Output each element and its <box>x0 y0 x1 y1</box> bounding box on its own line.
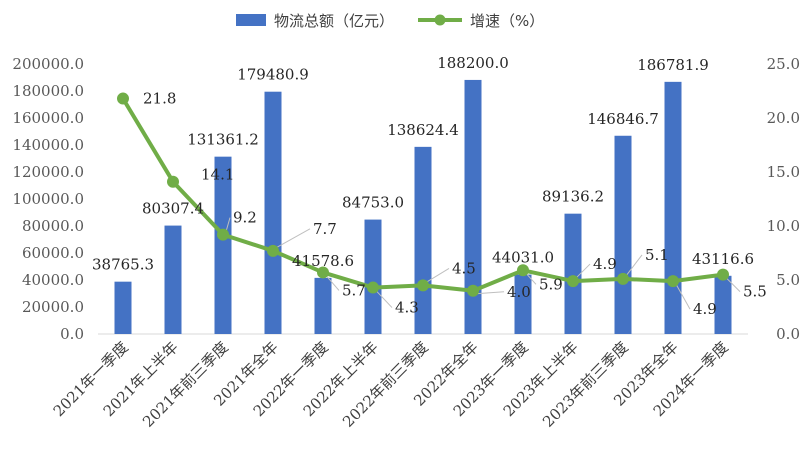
leader-line <box>325 275 340 291</box>
bar-value-label: 179480.9 <box>237 66 309 84</box>
y-left-tick-label: 0.0 <box>60 325 84 343</box>
bar <box>164 225 182 334</box>
y-left-tick-label: 200000.0 <box>12 55 84 73</box>
bar <box>314 277 332 334</box>
x-category-label: 2022年前三季度 <box>339 338 432 431</box>
growth-value-label: 4.9 <box>693 300 717 318</box>
growth-marker <box>167 175 179 188</box>
bar <box>614 135 632 334</box>
growth-marker <box>717 268 729 281</box>
leader-line <box>725 277 741 292</box>
y-right-tick-label: 10.0 <box>767 217 800 235</box>
bar-value-label: 80307.4 <box>142 200 204 218</box>
bar-value-label: 188200.0 <box>437 54 509 72</box>
legend-line-label: 增速（%） <box>470 12 544 30</box>
bar <box>364 219 382 334</box>
leader-line <box>225 217 231 232</box>
bar-data-labels: 38765.3 80307.4 131361.2 179480.9 41578.6 847… <box>92 54 754 274</box>
y-left-tick-label: 60000.0 <box>22 244 84 262</box>
growth-value-label: 4.9 <box>593 255 617 273</box>
y-right-tick-label: 20.0 <box>767 109 800 127</box>
growth-marker <box>417 279 429 292</box>
y-left-tick-label: 100000.0 <box>12 190 84 208</box>
growth-value-label: 4.5 <box>452 259 476 277</box>
leader-line <box>375 290 393 308</box>
y-left-tick-label: 20000.0 <box>22 298 84 316</box>
bar-value-label: 186781.9 <box>637 56 709 74</box>
bar <box>214 156 232 334</box>
growth-marker <box>467 284 479 297</box>
growth-marker <box>667 275 679 288</box>
x-axis-labels: 2021年一季度2021年上半年2021年前三季度2021年全年2022年一季度… <box>50 338 732 431</box>
growth-marker <box>367 281 379 294</box>
growth-value-label: 14.1 <box>201 166 234 184</box>
growth-value-label: 5.9 <box>539 275 563 293</box>
bar <box>664 81 682 334</box>
leader-line <box>425 267 450 283</box>
bar-value-label: 84753.0 <box>342 194 404 212</box>
legend-bar-label: 物流总额（亿元） <box>274 12 394 30</box>
x-category-label: 2023年前三季度 <box>539 338 632 431</box>
growth-value-label: 4.3 <box>395 299 419 317</box>
y-right-tick-label: 5.0 <box>776 271 800 289</box>
leader-line <box>525 272 537 285</box>
bar-value-label: 38765.3 <box>92 256 154 274</box>
legend: 物流总额（亿元） 增速（%） <box>236 12 544 30</box>
bar-value-label: 131361.2 <box>187 131 259 149</box>
y-left-tick-label: 40000.0 <box>22 271 84 289</box>
bar-value-label: 43116.6 <box>692 250 754 268</box>
bar <box>714 275 732 334</box>
growth-value-label: 5.7 <box>342 281 366 299</box>
right-axis: 0.0 5.0 10.0 15.0 20.0 25.0 <box>767 55 800 343</box>
bar <box>514 274 532 334</box>
growth-value-label: 5.5 <box>743 283 767 301</box>
growth-value-label: 4.0 <box>507 283 531 301</box>
bar <box>564 213 582 334</box>
growth-marker <box>617 272 629 285</box>
growth-value-label: 9.2 <box>233 209 257 227</box>
y-right-tick-label: 0.0 <box>776 325 800 343</box>
leader-line <box>675 283 691 310</box>
left-axis: 0.0 20000.0 40000.0 60000.0 80000.0 100000.0 1… <box>12 55 84 343</box>
leader-line <box>475 291 505 295</box>
leader-line <box>575 263 591 279</box>
growth-value-label: 21.8 <box>143 90 176 108</box>
growth-marker <box>217 228 229 241</box>
bar <box>464 79 482 335</box>
leader-lines <box>225 217 741 310</box>
growth-marker <box>517 264 529 277</box>
leader-line <box>275 228 311 249</box>
growth-marker <box>317 266 329 279</box>
bar-value-label: 44031.0 <box>492 249 554 267</box>
leader-line <box>625 254 643 277</box>
y-right-tick-label: 15.0 <box>767 163 800 181</box>
bar-value-label: 41578.6 <box>292 252 354 270</box>
y-left-tick-label: 80000.0 <box>22 217 84 235</box>
growth-marker <box>117 92 129 105</box>
y-right-tick-label: 25.0 <box>767 55 800 73</box>
bar-value-label: 89136.2 <box>542 188 604 206</box>
line-data-labels: 21.8 14.1 9.2 7.7 5.7 4.3 4.5 4.0 5.9 4.9 5.1 4.9 5.… <box>143 90 767 319</box>
bar <box>264 91 282 335</box>
y-left-tick-label: 160000.0 <box>12 109 84 127</box>
line-series <box>117 92 729 297</box>
x-category-label: 2021年前三季度 <box>139 338 232 431</box>
growth-value-label: 7.7 <box>313 220 337 238</box>
bar-value-label: 138624.4 <box>387 121 459 139</box>
y-left-tick-label: 120000.0 <box>12 163 84 181</box>
growth-value-label: 5.1 <box>645 246 669 264</box>
growth-marker <box>567 275 579 288</box>
legend-bar-swatch <box>236 14 266 26</box>
y-left-tick-label: 180000.0 <box>12 82 84 100</box>
y-left-tick-label: 140000.0 <box>12 136 84 154</box>
growth-marker <box>267 244 279 257</box>
bar-value-label: 146846.7 <box>587 110 659 128</box>
legend-line-marker <box>434 14 446 26</box>
bar <box>114 281 132 334</box>
